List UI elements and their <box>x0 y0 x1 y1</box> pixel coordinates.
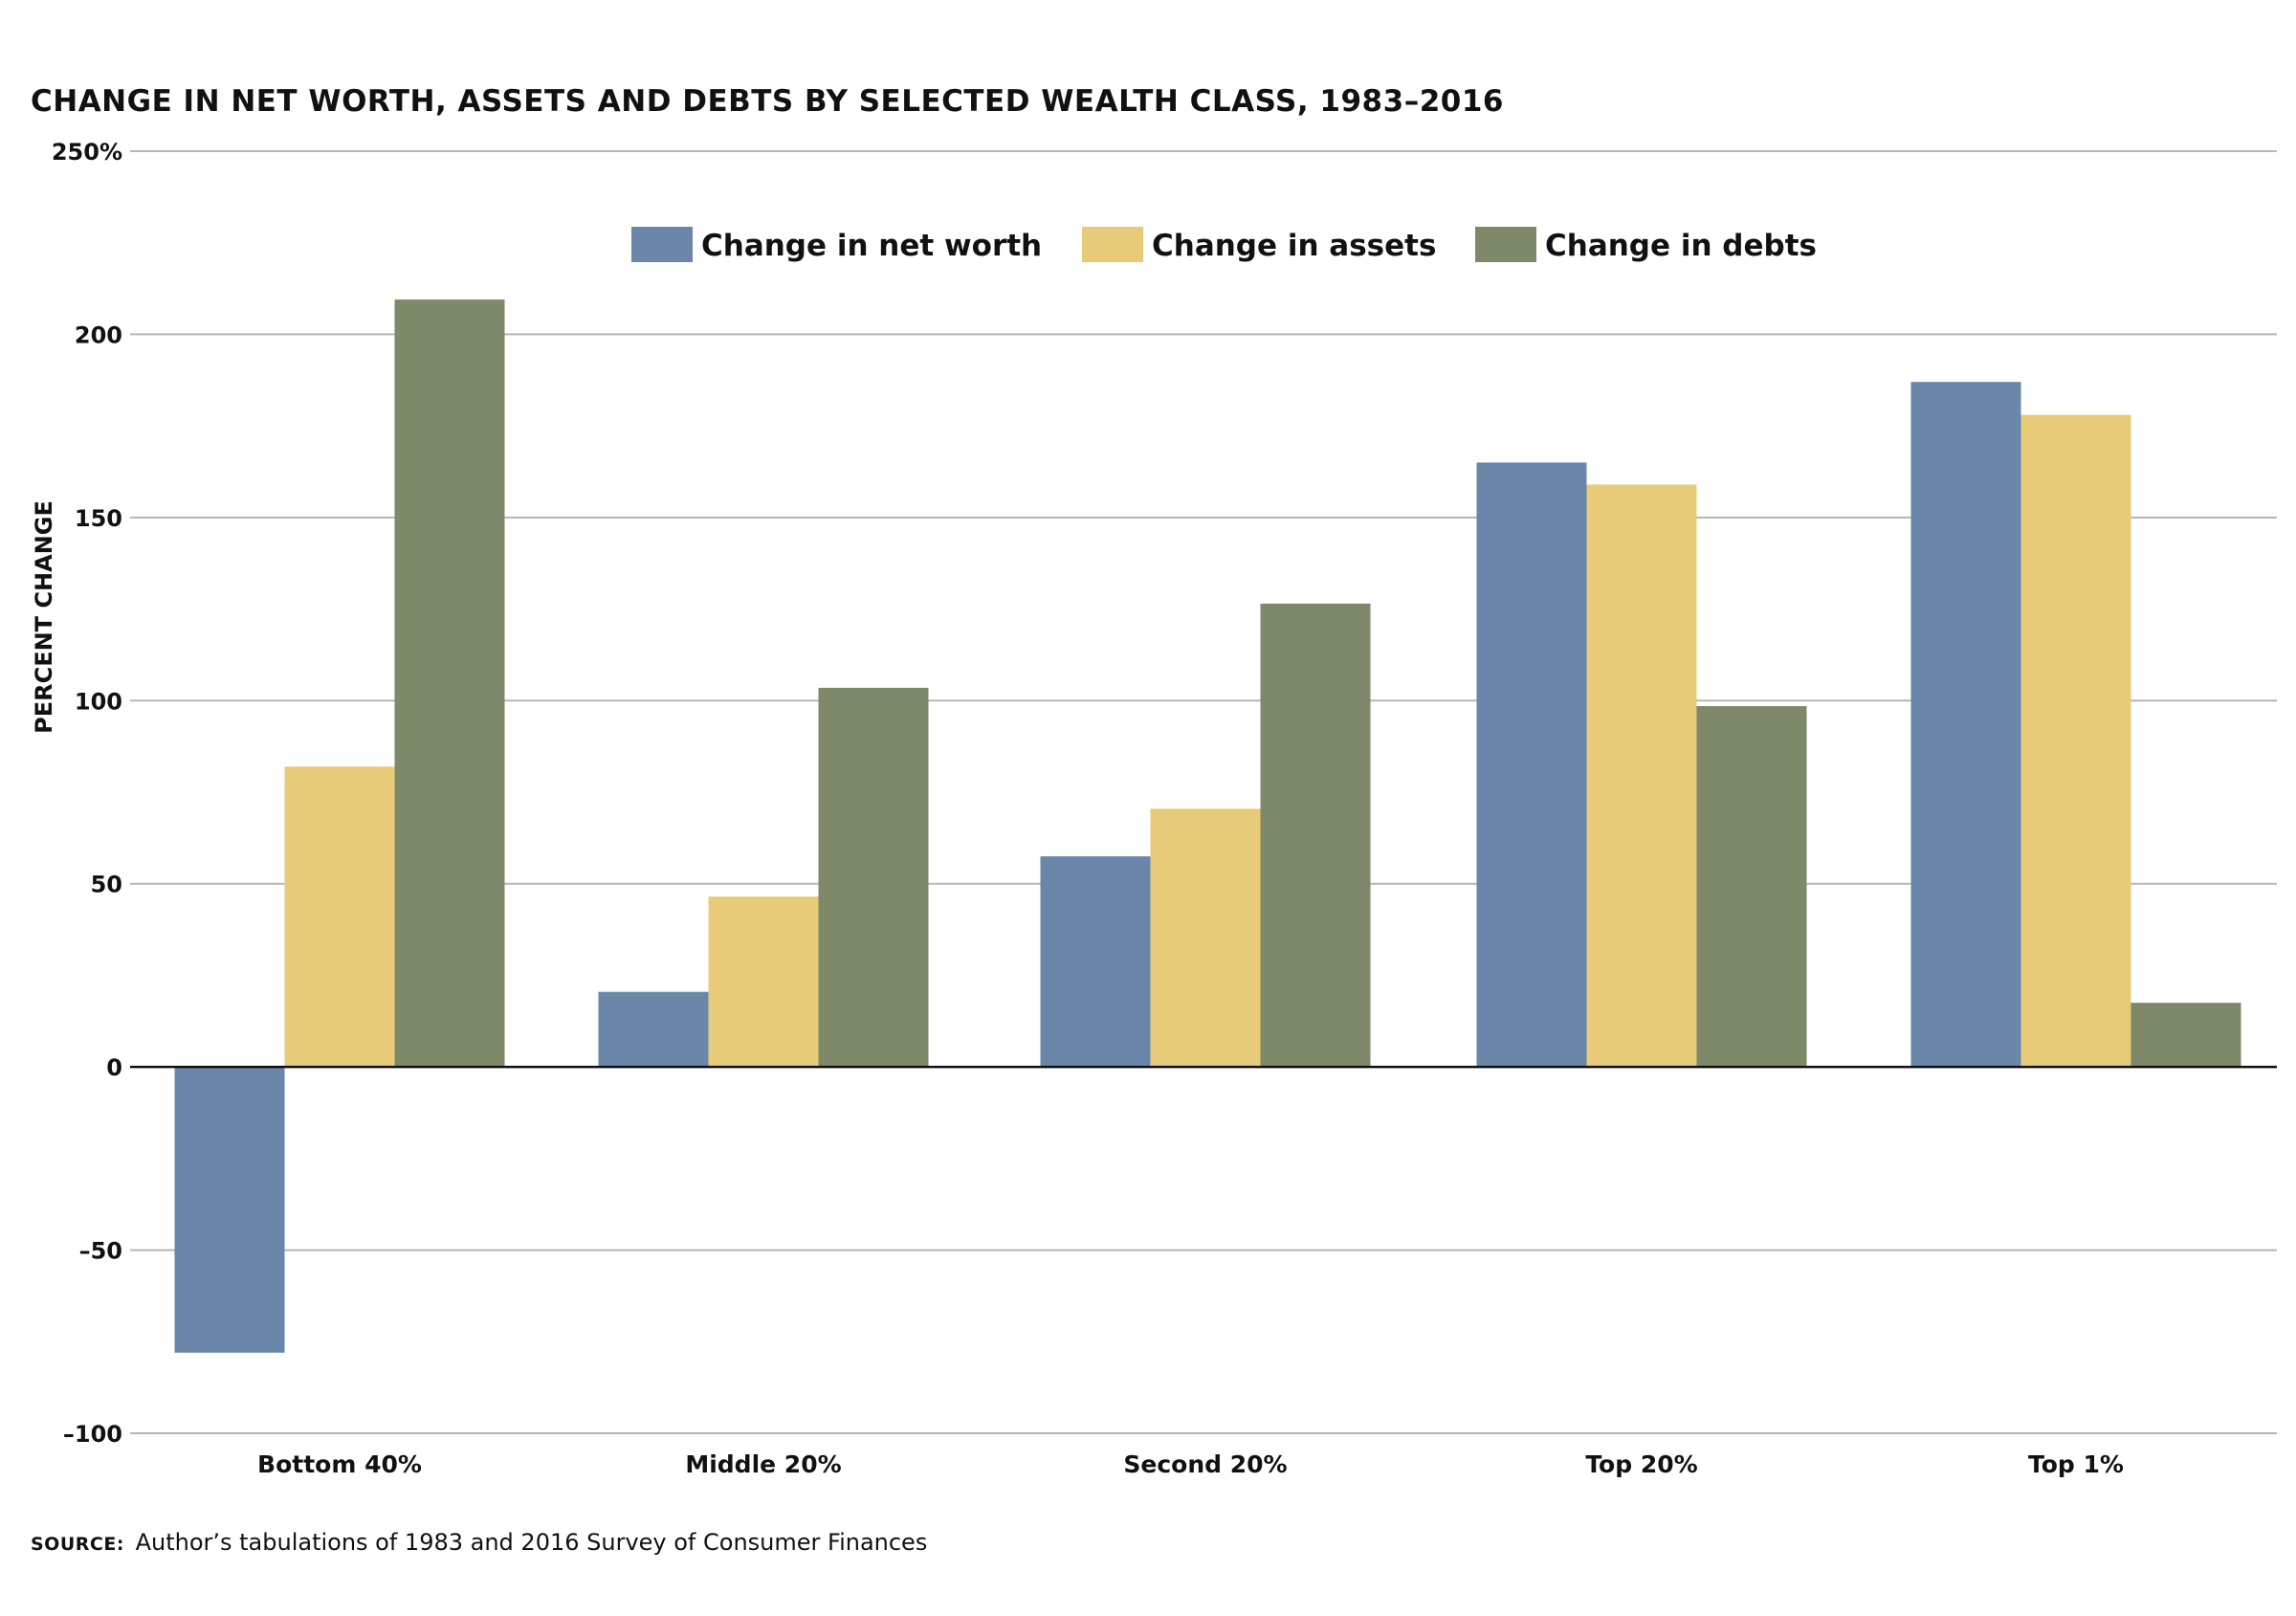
bar <box>284 766 395 1068</box>
bar <box>1150 808 1261 1068</box>
bar <box>1040 856 1151 1068</box>
y-tick-label: 50 <box>91 872 122 898</box>
bar <box>1910 382 2021 1068</box>
legend-label: Change in net worth <box>701 229 1042 263</box>
source-note: SOURCE: Author’s tabulations of 1983 and… <box>31 1529 927 1556</box>
legend: Change in net worth Change in assets Chang… <box>631 227 1817 263</box>
bar <box>1696 706 1807 1068</box>
x-tick-label: Bottom 40% <box>257 1450 422 1478</box>
y-tick-label: 150 <box>75 505 122 532</box>
x-tick-label: Middle 20% <box>685 1450 841 1478</box>
bar <box>1260 603 1371 1068</box>
bar <box>818 687 929 1068</box>
legend-swatch <box>1475 227 1536 262</box>
y-tick-label: 200 <box>75 321 122 348</box>
legend-label: Change in debts <box>1545 229 1817 263</box>
x-axis-ticks: Bottom 40% Middle 20% Second 20% Top 20% Top… <box>257 1450 2124 1478</box>
legend-label: Change in assets <box>1152 229 1436 263</box>
legend-swatch <box>1082 227 1143 262</box>
x-tick-label: Second 20% <box>1123 1450 1287 1478</box>
bar <box>1476 462 1587 1068</box>
x-tick-label: Top 20% <box>1585 1450 1697 1478</box>
source-text: Author’s tabulations of 1983 and 2016 Su… <box>135 1529 928 1556</box>
bar <box>174 1067 285 1353</box>
bar <box>708 897 819 1068</box>
chart-title: CHANGE IN NET WORTH, ASSETS AND DEBTS BY… <box>31 84 1504 119</box>
y-tick-label: 100 <box>75 688 122 715</box>
bar <box>598 991 709 1068</box>
y-axis-label: PERCENT CHANGE <box>31 500 57 734</box>
bars <box>174 299 2241 1353</box>
source-label: SOURCE: <box>31 1534 124 1555</box>
legend-swatch <box>631 227 693 262</box>
bar <box>394 299 505 1068</box>
bar <box>1586 484 1697 1068</box>
y-tick-label: –100 <box>63 1421 122 1448</box>
bar <box>2130 1003 2241 1068</box>
bar <box>2020 414 2131 1068</box>
y-tick-label: 0 <box>106 1054 122 1081</box>
y-tick-label: –50 <box>79 1238 122 1265</box>
y-axis-ticks: –100 –50 0 50 100 150 200 250% <box>52 139 122 1448</box>
y-tick-label: 250% <box>52 139 122 166</box>
x-tick-label: Top 1% <box>2028 1450 2124 1478</box>
